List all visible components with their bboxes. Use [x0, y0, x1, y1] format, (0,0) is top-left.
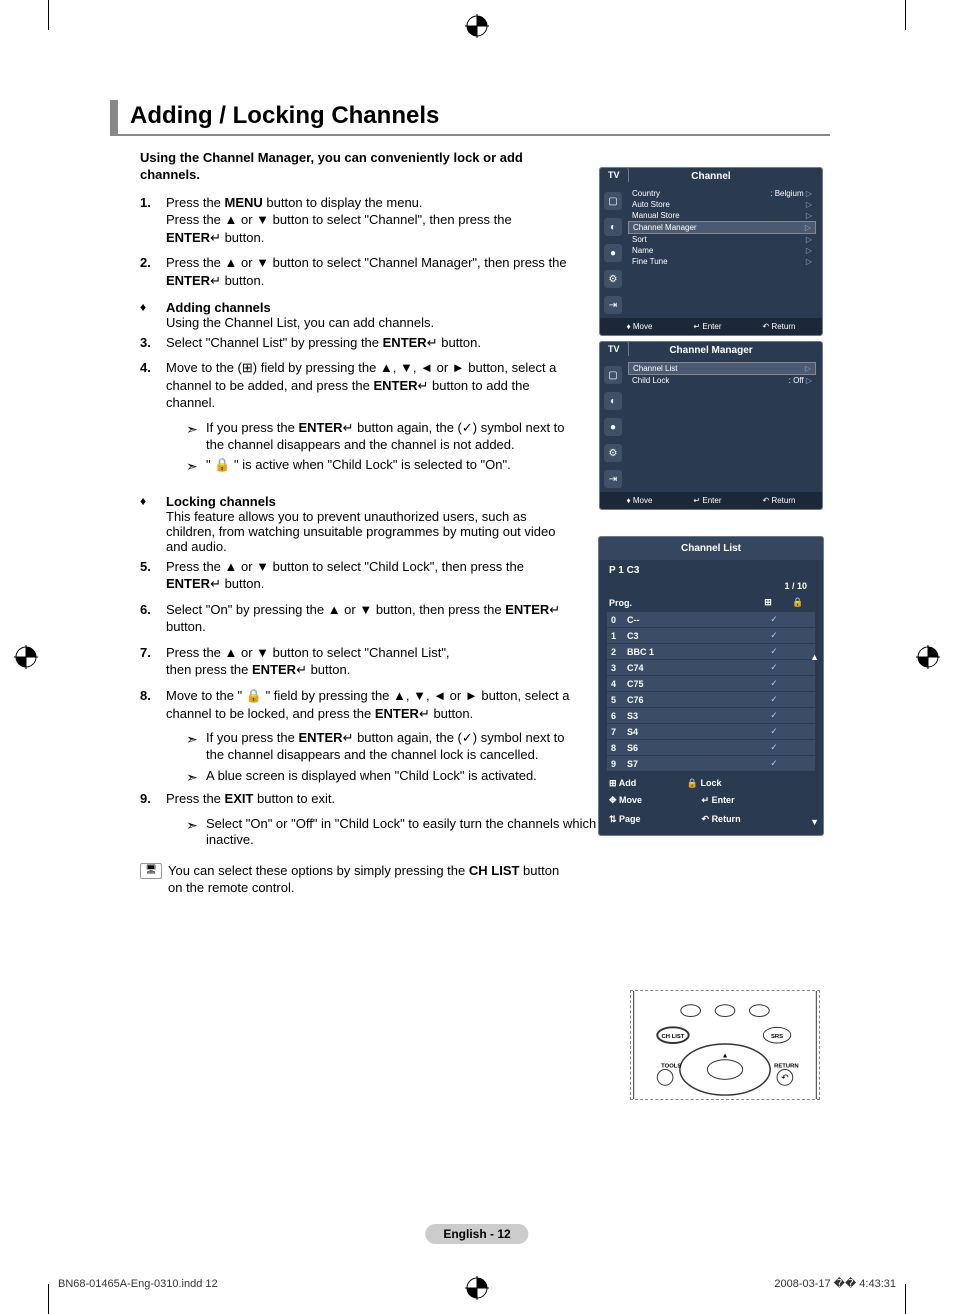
- osd-row: Child Lock: Off ▷: [628, 375, 816, 386]
- channel-count: 1 / 10: [599, 581, 823, 595]
- note-4c: " 🔒 " is active when "Child Lock" is sel…: [206, 457, 570, 475]
- channel-row: 0C--✓: [607, 612, 815, 627]
- section-heading: Adding / Locking Channels: [110, 100, 830, 136]
- channel-row: 6S3✓: [607, 708, 815, 723]
- legend-add: ⊞ Add: [609, 778, 660, 788]
- osd-tab: TV: [599, 167, 629, 182]
- channel-header: P 1 C3: [599, 560, 823, 581]
- osd-row: Channel List ▷: [628, 362, 816, 375]
- svg-text:TOOLS: TOOLS: [661, 1064, 681, 1070]
- remote-note-text: You can select these options by simply p…: [168, 863, 560, 897]
- registration-mark-right: [916, 645, 940, 669]
- col-lock-icon: 🔒: [783, 597, 813, 608]
- svg-text:▲: ▲: [722, 1053, 729, 1060]
- channel-row: 8S6✓: [607, 740, 815, 755]
- step-5: Press the ▲ or ▼ button to select "Child…: [166, 558, 570, 593]
- note-8c: A blue screen is displayed when "Child L…: [206, 768, 570, 786]
- nav-move: ✥ Move: [609, 795, 699, 806]
- adding-channels-body: Using the Channel List, you can add chan…: [166, 315, 570, 330]
- svg-text:SRS: SRS: [771, 1034, 783, 1040]
- step-number: 1.: [140, 194, 166, 247]
- channel-row: 5C76✓: [607, 692, 815, 707]
- col-prog: Prog.: [609, 598, 753, 608]
- step-1: Press the MENU button to display the men…: [166, 194, 570, 247]
- nav-page: ⇅ Page: [609, 814, 699, 825]
- channel-row: 7S4✓: [607, 724, 815, 739]
- osd-row: Manual Store ▷: [628, 210, 816, 221]
- scroll-down-icon: ▼: [810, 817, 819, 827]
- note-8a: If you press the ENTER↵ button again, th…: [206, 730, 570, 764]
- registration-mark-bottom: [465, 1276, 489, 1300]
- heading-text: Adding / Locking Channels: [130, 102, 830, 130]
- svg-text:↶: ↶: [781, 1072, 789, 1082]
- step-3: Select "Channel List" by pressing the EN…: [166, 334, 570, 352]
- locking-channels-title: Locking channels: [166, 494, 570, 509]
- adding-channels-title: Adding channels: [166, 300, 570, 315]
- footer-filename: BN68-01465A-Eng-0310.indd 12: [58, 1278, 218, 1290]
- osd-row: Auto Store ▷: [628, 199, 816, 210]
- osd-foot-return: ↶ Return: [763, 322, 796, 331]
- scroll-up-icon: ▲: [810, 652, 819, 662]
- step-2: Press the ▲ or ▼ button to select "Chann…: [166, 254, 570, 289]
- step-6: Select "On" by pressing the ▲ or ▼ butto…: [166, 601, 570, 636]
- note-4a: If you press the ENTER↵ button again, th…: [206, 420, 570, 454]
- osd-title: Channel: [600, 168, 822, 188]
- nav-enter: ↵ Enter: [702, 795, 735, 805]
- osd-channel-manager: TV Channel Manager ▢ ◐ ● ⚙ ⇥ Channel Lis…: [599, 341, 823, 510]
- remote-control-illustration: ▲ CH LIST SRS TOOLS RETURN ↶: [630, 990, 820, 1100]
- step-8: Move to the " 🔒 " field by pressing the …: [166, 687, 570, 722]
- osd-channel-list: Channel List P 1 C3 1 / 10 Prog. ⊞ 🔒 0C-…: [598, 536, 824, 836]
- osd-row: Fine Tune ▷: [628, 256, 816, 267]
- locking-channels-body: This feature allows you to prevent unaut…: [166, 509, 570, 554]
- intro-text: Using the Channel Manager, you can conve…: [140, 150, 560, 184]
- svg-text:RETURN: RETURN: [774, 1064, 798, 1070]
- legend-lock: 🔒 Lock: [687, 778, 746, 788]
- osd-row: Country: Belgium ▷: [628, 188, 816, 199]
- registration-mark-top: [465, 14, 489, 38]
- diamond-bullet: ♦: [140, 300, 166, 330]
- osd-foot-move: ♦ Move: [627, 322, 653, 331]
- channel-icon: ●: [604, 244, 622, 262]
- channel-row: 4C75✓: [607, 676, 815, 691]
- channel-row: 3C74✓: [607, 660, 815, 675]
- osd-channel-menu: TV Channel ▢ ◐ ● ⚙ ⇥ Country: Belgium ▷A…: [599, 167, 823, 336]
- sound-icon: ◐: [604, 218, 622, 236]
- osd-row: Channel Manager ▷: [628, 221, 816, 234]
- svg-text:CH LIST: CH LIST: [662, 1034, 685, 1040]
- step-7: Press the ▲ or ▼ button to select "Chann…: [166, 644, 570, 679]
- col-add-icon: ⊞: [753, 597, 783, 608]
- channel-row: 2BBC 1✓: [607, 644, 815, 659]
- osd-row: Name ▷: [628, 245, 816, 256]
- step-4: Move to the (⊞) field by pressing the ▲,…: [166, 359, 570, 412]
- channel-row: 9S7✓: [607, 756, 815, 771]
- remote-icon: 🖥: [140, 863, 162, 879]
- enter-icon: ↵: [210, 230, 221, 245]
- registration-mark-left: [14, 645, 38, 669]
- picture-icon: ▢: [604, 192, 622, 210]
- page-footer: English - 12: [425, 1224, 528, 1244]
- channel-row: 1C3✓: [607, 628, 815, 643]
- input-icon: ⇥: [604, 296, 622, 314]
- osd-foot-enter: ↵ Enter: [693, 322, 721, 331]
- setup-icon: ⚙: [604, 270, 622, 288]
- note-arrow-icon: ➣: [186, 420, 206, 454]
- nav-return: ↶ Return: [702, 814, 741, 824]
- osd-row: Sort ▷: [628, 234, 816, 245]
- footer-timestamp: 2008-03-17 �� 4:43:31: [774, 1277, 896, 1290]
